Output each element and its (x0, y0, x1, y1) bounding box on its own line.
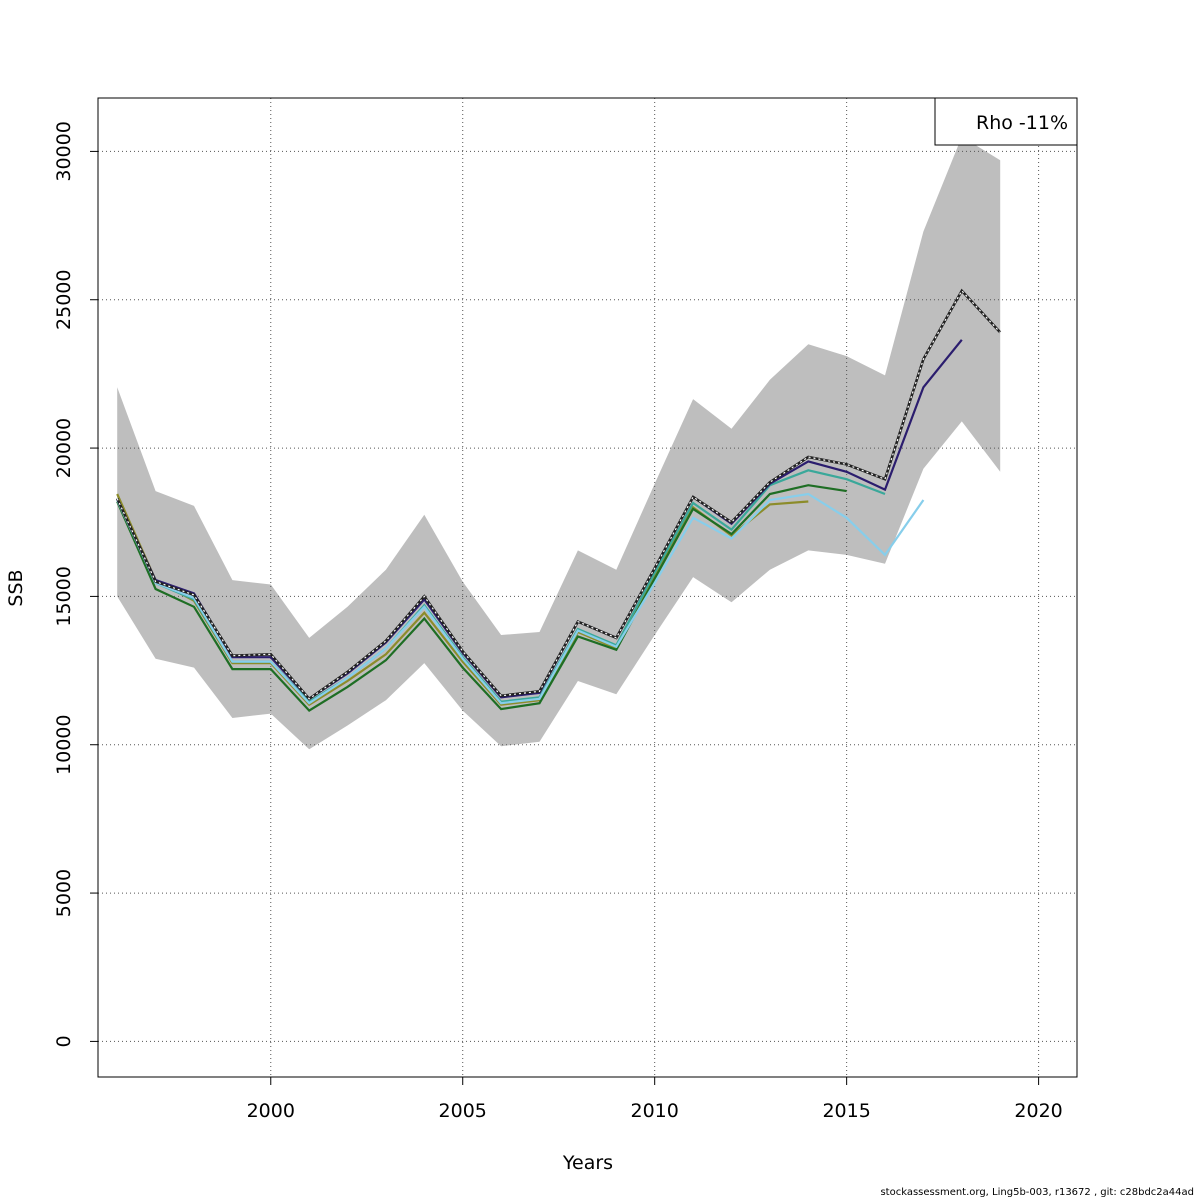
y-tick-label: 25000 (53, 270, 75, 330)
series-line (116, 484, 847, 713)
series-layer (116, 288, 1002, 713)
y-tick-label: 30000 (53, 121, 75, 181)
x-tick-label: 2015 (822, 1100, 870, 1122)
axis-layer: 2000 2005 2010 2015 2020 0 5000 10000 15000 20000… (53, 121, 1063, 1122)
confidence-band (117, 136, 1001, 750)
y-tick-label: 20000 (53, 418, 75, 478)
y-axis-label: SSB (5, 569, 27, 606)
footer-source: stockassessment.org, Ling5b-003, r13672 … (880, 1187, 1194, 1198)
x-tick-label: 2010 (631, 1100, 679, 1122)
series-line-dash (116, 289, 1001, 700)
x-tick-label: 2005 (439, 1100, 487, 1122)
x-axis-label: Years (562, 1152, 613, 1174)
legend-rho-text: Rho -11% (976, 112, 1068, 134)
series-line (116, 493, 809, 707)
x-tick-label: 2020 (1014, 1100, 1062, 1122)
x-tick-label: 2000 (247, 1100, 295, 1122)
plot-frame (97, 97, 1078, 1078)
series-line (116, 339, 963, 701)
series-line (116, 492, 925, 705)
y-tick-label: 0 (53, 1035, 75, 1047)
y-tick-label: 10000 (53, 715, 75, 775)
y-tick-label: 15000 (53, 566, 75, 626)
confidence-band-layer (117, 136, 1001, 750)
y-tick-label: 5000 (53, 869, 75, 917)
legend-box: Rho -11% (934, 97, 1078, 146)
